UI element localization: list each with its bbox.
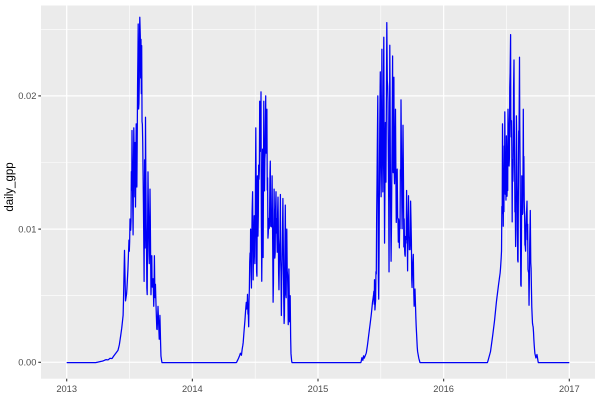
svg-text:2014: 2014 [182, 384, 203, 394]
svg-text:2017: 2017 [559, 384, 580, 394]
svg-text:0.00: 0.00 [18, 358, 36, 368]
svg-text:0.02: 0.02 [18, 91, 36, 101]
svg-text:2015: 2015 [308, 384, 329, 394]
svg-text:2013: 2013 [56, 384, 77, 394]
svg-text:2016: 2016 [433, 384, 454, 394]
svg-text:0.01: 0.01 [18, 224, 36, 234]
svg-text:daily_gpp: daily_gpp [4, 162, 16, 211]
